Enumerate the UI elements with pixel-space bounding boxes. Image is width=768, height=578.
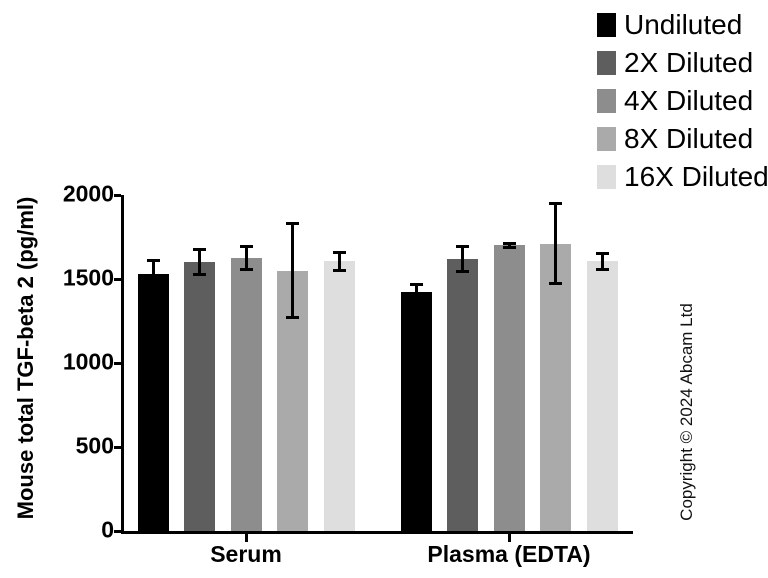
error-bar-cap-top: [502, 241, 516, 245]
legend-item: 16X Diluted: [597, 162, 768, 192]
error-bar-cap-bottom: [286, 316, 299, 320]
error-bar-line: [151, 259, 155, 289]
error-bar-line: [461, 245, 464, 272]
bar: [323, 261, 355, 531]
error-bar-cap-top: [332, 251, 346, 255]
error-bar-line: [337, 252, 341, 271]
y-tick-label: 1000: [62, 348, 114, 375]
legend-label: 4X Diluted: [624, 85, 754, 116]
error-bar-line: [554, 203, 557, 285]
error-bar-cap-top: [239, 244, 253, 248]
y-tick-mark: [114, 361, 121, 365]
legend-item: 2X Diluted: [597, 48, 753, 78]
bar: [540, 243, 571, 531]
error-bar-cap-bottom: [456, 269, 469, 273]
error-bar-line: [244, 245, 248, 271]
copyright-text: Copyright © 2024 Abcam Ltd: [677, 303, 696, 521]
x-category-label: Serum: [210, 541, 282, 567]
error-bar-cap-bottom: [146, 286, 160, 290]
error-bar-cap-bottom: [595, 267, 609, 271]
error-bar-cap-bottom: [549, 282, 562, 286]
x-category-label: Plasma (EDTA): [427, 541, 591, 567]
legend-swatch: [597, 165, 616, 189]
bar: [493, 245, 525, 531]
error-bar-cap-top: [193, 248, 206, 252]
y-tick-label: 2000: [62, 180, 114, 207]
x-tick-mark: [507, 534, 511, 542]
y-tick-mark: [114, 193, 121, 197]
error-bar-line: [507, 242, 511, 248]
legend-swatch: [597, 51, 616, 75]
bar: [184, 262, 215, 531]
y-tick-label: 0: [101, 516, 114, 543]
error-bar-cap-top: [456, 244, 469, 248]
error-bar-cap-bottom: [193, 273, 206, 277]
legend-item: Undiluted: [597, 10, 742, 40]
y-tick-mark: [114, 277, 121, 281]
legend-label: 8X Diluted: [624, 123, 754, 154]
legend-label: Undiluted: [624, 9, 743, 40]
error-bar-cap-bottom: [332, 268, 346, 272]
y-tick-mark: [114, 529, 121, 533]
bar: [400, 292, 432, 531]
error-bar-cap-top: [146, 258, 160, 262]
legend-item: 4X Diluted: [597, 86, 753, 116]
legend-label: 16X Diluted: [624, 161, 768, 192]
legend-label: 2X Diluted: [624, 47, 754, 78]
legend-swatch: [597, 13, 616, 37]
error-bar-cap-top: [409, 283, 423, 287]
error-bar-cap-top: [286, 221, 299, 225]
error-bar-cap-bottom: [239, 268, 253, 272]
error-bar-cap-top: [595, 251, 609, 255]
bar: [447, 258, 478, 531]
legend-item: 8X Diluted: [597, 124, 753, 154]
x-axis-line: [121, 531, 633, 534]
y-tick-label: 1500: [62, 264, 114, 291]
error-bar-cap-bottom: [502, 245, 516, 249]
bar: [137, 273, 169, 531]
error-bar-line: [414, 284, 418, 301]
bar: [230, 258, 262, 531]
legend-swatch: [597, 127, 616, 151]
y-tick-mark: [114, 445, 121, 449]
error-bar-cap-bottom: [409, 298, 423, 302]
legend-swatch: [597, 89, 616, 113]
y-tick-label: 500: [75, 432, 114, 459]
x-tick-mark: [244, 534, 248, 542]
error-bar-line: [198, 249, 201, 276]
error-bar-line: [291, 222, 294, 319]
error-bar-cap-top: [549, 202, 562, 206]
y-axis-line: [121, 195, 124, 534]
bar: [586, 261, 618, 531]
error-bar-line: [600, 252, 604, 270]
